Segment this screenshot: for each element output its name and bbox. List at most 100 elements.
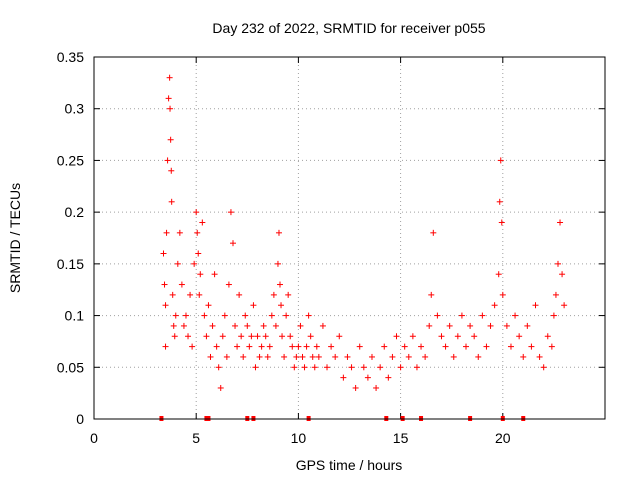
data-point bbox=[185, 333, 192, 340]
data-point bbox=[174, 260, 181, 267]
data-point bbox=[305, 312, 312, 319]
data-point bbox=[199, 219, 206, 226]
data-point bbox=[438, 333, 445, 340]
data-point bbox=[409, 333, 416, 340]
data-point bbox=[256, 353, 263, 360]
data-point bbox=[336, 333, 343, 340]
x-tick-label: 10 bbox=[291, 430, 307, 446]
data-point bbox=[544, 333, 551, 340]
data-point bbox=[397, 364, 404, 371]
data-point bbox=[315, 353, 322, 360]
data-point bbox=[161, 281, 168, 288]
x-tick-label: 0 bbox=[90, 430, 98, 446]
data-point bbox=[283, 312, 290, 319]
data-point bbox=[167, 136, 174, 143]
data-point bbox=[291, 364, 298, 371]
data-point bbox=[162, 343, 169, 350]
data-point bbox=[487, 322, 494, 329]
data-point bbox=[207, 353, 214, 360]
data-point bbox=[313, 343, 320, 350]
data-point bbox=[299, 353, 306, 360]
data-point bbox=[217, 384, 224, 391]
data-point bbox=[285, 291, 292, 298]
data-point bbox=[215, 364, 222, 371]
data-point bbox=[324, 364, 331, 371]
data-point bbox=[242, 312, 249, 319]
data-point bbox=[344, 353, 351, 360]
data-point bbox=[221, 312, 228, 319]
data-point bbox=[559, 271, 566, 278]
data-point bbox=[516, 333, 523, 340]
data-point bbox=[475, 353, 482, 360]
data-point bbox=[194, 229, 201, 236]
data-point bbox=[279, 333, 286, 340]
plot-frame bbox=[93, 56, 606, 420]
data-point bbox=[536, 353, 543, 360]
data-point bbox=[348, 364, 355, 371]
data-point bbox=[385, 374, 392, 381]
data-point bbox=[496, 198, 503, 205]
data-point bbox=[428, 291, 435, 298]
data-point bbox=[213, 343, 220, 350]
data-point bbox=[180, 322, 187, 329]
data-point bbox=[503, 322, 510, 329]
data-point bbox=[557, 219, 564, 226]
data-point bbox=[197, 271, 204, 278]
data-point bbox=[189, 343, 196, 350]
data-point bbox=[328, 343, 335, 350]
x-tick-label: 15 bbox=[393, 430, 409, 446]
data-point bbox=[176, 229, 183, 236]
data-point bbox=[540, 364, 547, 371]
data-point bbox=[307, 333, 314, 340]
data-point bbox=[262, 333, 269, 340]
y-tick-label: 0.25 bbox=[57, 152, 84, 168]
data-point bbox=[168, 167, 175, 174]
x-tick-label: 5 bbox=[192, 430, 200, 446]
data-point bbox=[498, 219, 505, 226]
data-point bbox=[495, 271, 502, 278]
axis-ticks: 0 0.05 0.1 0.15 0.2 0.25 0.3 0.35 0 5 10 15 20 bbox=[57, 49, 605, 446]
data-point bbox=[442, 343, 449, 350]
data-point bbox=[164, 157, 171, 164]
data-point bbox=[293, 353, 300, 360]
x-tick-label: 20 bbox=[495, 430, 511, 446]
y-tick-label: 0.2 bbox=[65, 204, 85, 220]
data-point bbox=[160, 250, 167, 257]
data-point bbox=[389, 353, 396, 360]
chart-title: Day 232 of 2022, SRMTID for receiver p05… bbox=[212, 20, 485, 36]
data-point bbox=[499, 291, 506, 298]
data-point bbox=[491, 302, 498, 309]
data-point bbox=[165, 95, 172, 102]
data-point bbox=[418, 343, 425, 350]
data-point bbox=[278, 302, 285, 309]
data-point bbox=[240, 353, 247, 360]
data-point bbox=[170, 322, 177, 329]
y-tick-label: 0.05 bbox=[57, 359, 84, 375]
data-point bbox=[193, 209, 200, 216]
data-point bbox=[405, 353, 412, 360]
data-point bbox=[554, 260, 561, 267]
data-point bbox=[520, 353, 527, 360]
data-point bbox=[252, 364, 259, 371]
data-point bbox=[244, 322, 251, 329]
data-point bbox=[162, 302, 169, 309]
data-point bbox=[182, 312, 189, 319]
data-point bbox=[458, 312, 465, 319]
data-point bbox=[277, 281, 284, 288]
data-point bbox=[471, 333, 478, 340]
data-point bbox=[264, 353, 271, 360]
y-axis-label: SRMTID / TECUs bbox=[7, 183, 23, 293]
data-point bbox=[548, 343, 555, 350]
data-point bbox=[171, 333, 178, 340]
data-point bbox=[413, 364, 420, 371]
data-point bbox=[426, 322, 433, 329]
data-point bbox=[169, 291, 176, 298]
data-point bbox=[454, 333, 461, 340]
data-point bbox=[236, 291, 243, 298]
data-point bbox=[187, 291, 194, 298]
data-point bbox=[227, 209, 234, 216]
y-tick-label: 0.35 bbox=[57, 49, 84, 65]
data-point bbox=[297, 322, 304, 329]
data-point bbox=[238, 333, 245, 340]
